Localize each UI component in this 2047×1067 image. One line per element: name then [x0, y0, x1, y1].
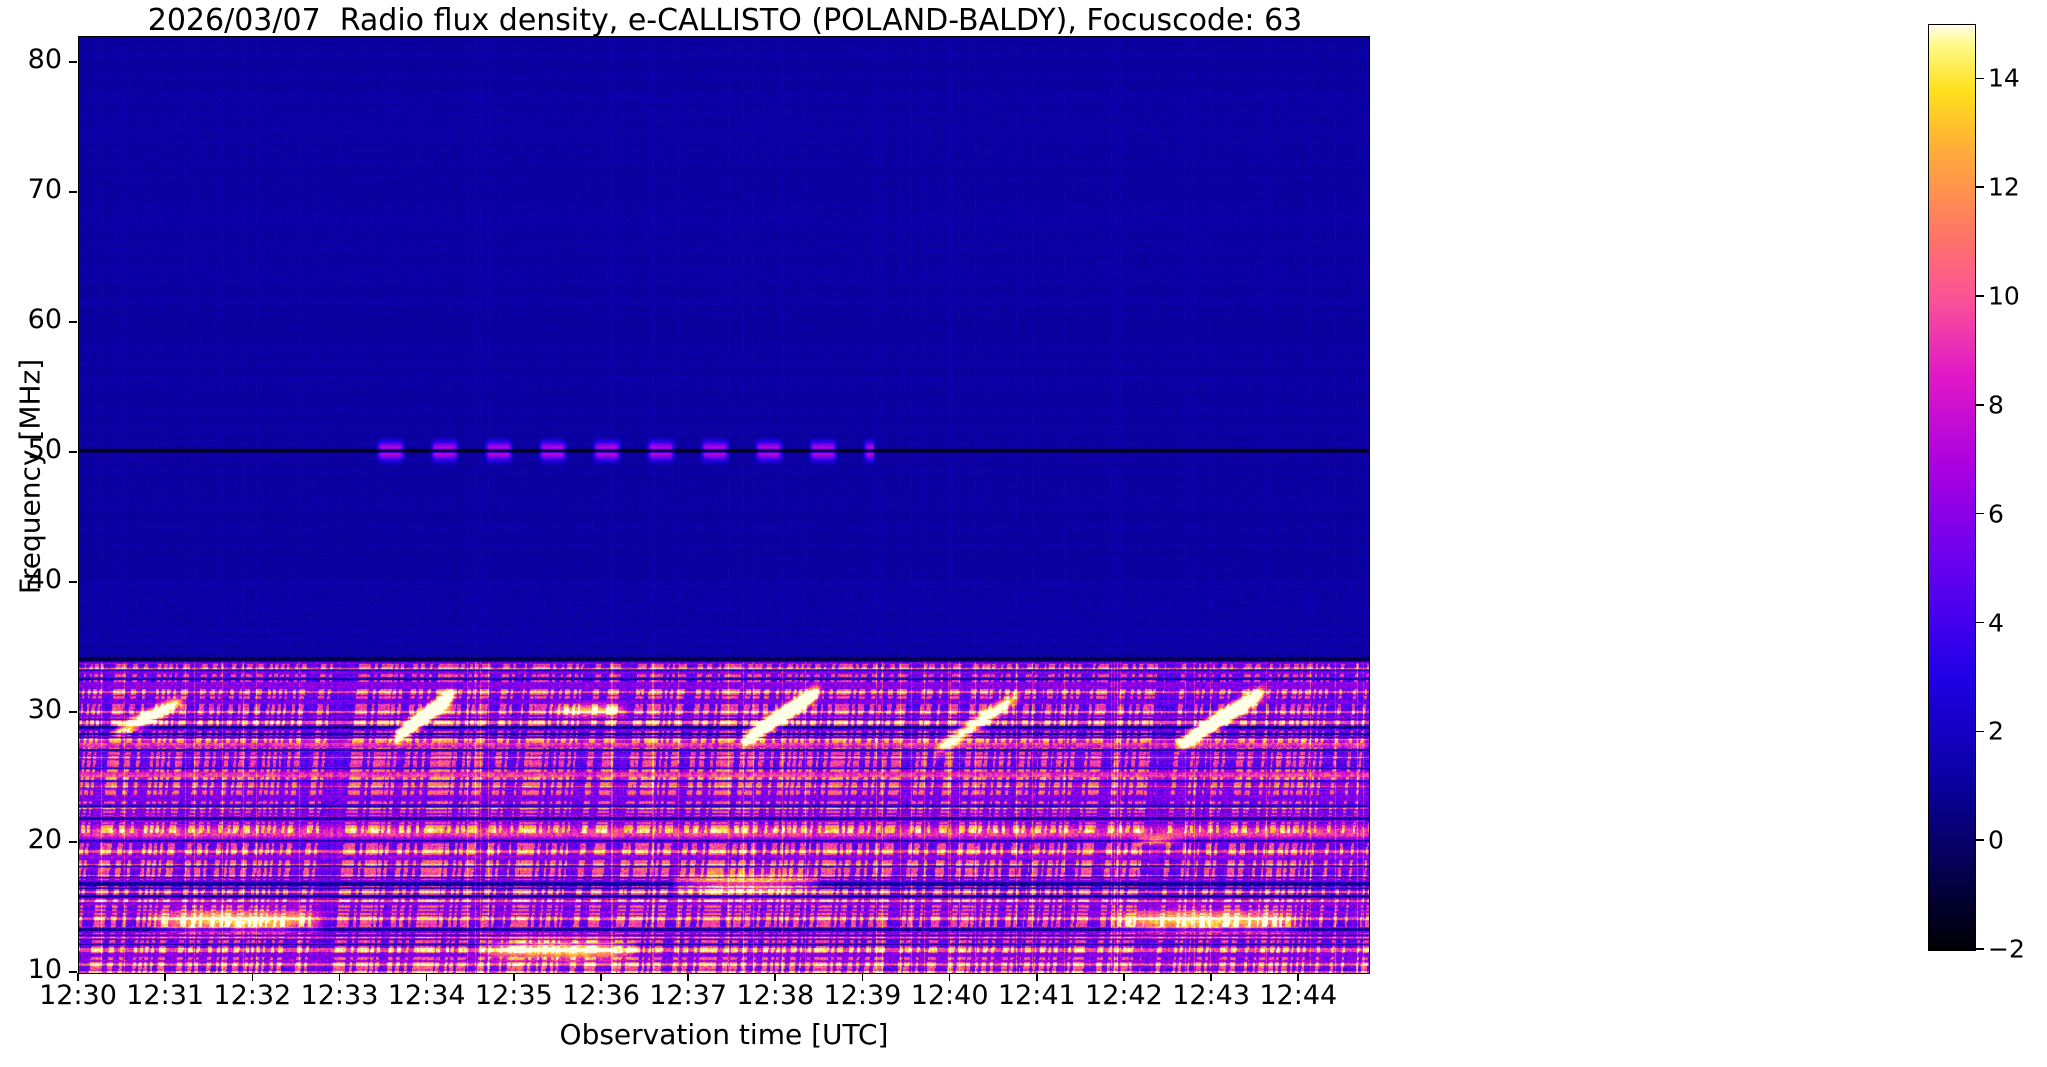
colorbar-tick-mark: [1976, 621, 1984, 624]
x-tick-label-12-38: 12:38: [736, 980, 815, 1011]
colorbar-tick-label: 12: [1988, 172, 2020, 202]
spectrogram-canvas[interactable]: [79, 37, 1369, 973]
x-tick-label-12-36: 12:36: [562, 980, 640, 1011]
page-title: 2026/03/07 Radio flux density, e-CALLIST…: [147, 3, 1303, 38]
y-tick-mark: [69, 191, 77, 193]
y-tick-label-70: 70: [27, 174, 62, 205]
x-tick-label-12-39: 12:39: [823, 980, 902, 1011]
colorbar-tick-mark: [1976, 730, 1984, 733]
y-tick-label-10: 10: [27, 954, 62, 985]
colorbar-tick-mark: [1976, 839, 1984, 841]
x-tick-label-12-44: 12:44: [1259, 980, 1338, 1011]
y-tick-label-40: 40: [27, 564, 62, 595]
y-tick-label-80: 80: [27, 44, 62, 75]
x-tick-label-12-32: 12:32: [213, 980, 292, 1011]
colorbar[interactable]: [1928, 24, 1976, 951]
colorbar-tick-mark: [1976, 512, 1984, 515]
x-tick-label-12-35: 12:35: [474, 980, 553, 1011]
y-tick-label-20: 20: [27, 824, 62, 855]
x-tick-mark: [1123, 973, 1125, 981]
spectrogram-plot-area[interactable]: [78, 36, 1370, 974]
colorbar-canvas: [1929, 25, 1975, 950]
y-tick-mark: [69, 971, 77, 973]
x-tick-mark: [425, 973, 428, 981]
y-tick-mark: [69, 451, 77, 453]
y-tick-mark: [69, 841, 77, 843]
y-axis-label: Frequency [MHz]: [13, 358, 47, 595]
x-tick-label-12-34: 12:34: [387, 980, 466, 1011]
y-tick-mark: [69, 61, 77, 63]
x-tick-mark: [774, 973, 777, 981]
x-tick-mark: [1210, 973, 1212, 981]
x-tick-mark: [77, 973, 79, 981]
colorbar-tick-label: 6: [1988, 499, 2004, 529]
colorbar-tick-mark: [1976, 295, 1984, 297]
y-tick-mark: [69, 321, 77, 323]
x-tick-label-12-37: 12:37: [649, 980, 728, 1011]
colorbar-tick-label: −2: [1988, 934, 2025, 964]
x-tick-label-12-40: 12:40: [910, 980, 989, 1011]
colorbar-tick-label: 0: [1988, 825, 2004, 855]
x-tick-label-12-31: 12:31: [126, 980, 205, 1011]
x-tick-mark: [687, 973, 689, 981]
x-tick-mark: [1035, 973, 1038, 981]
x-tick-mark: [948, 973, 951, 981]
colorbar-tick-label: 10: [1988, 281, 2020, 311]
x-axis-label: Observation time [UTC]: [559, 1018, 889, 1051]
x-tick-mark: [1297, 973, 1300, 981]
colorbar-tick-label: 2: [1988, 716, 2004, 746]
x-tick-mark: [251, 973, 254, 981]
x-tick-mark: [861, 973, 864, 981]
x-tick-label-12-30: 12:30: [39, 980, 117, 1011]
x-tick-mark: [338, 973, 341, 981]
x-tick-label-12-33: 12:33: [300, 980, 379, 1011]
y-tick-label-30: 30: [27, 694, 62, 725]
x-tick-label-12-42: 12:42: [1085, 980, 1163, 1011]
colorbar-tick-mark: [1976, 948, 1984, 950]
colorbar-tick-label: 8: [1988, 390, 2004, 420]
colorbar-tick-mark: [1976, 186, 1984, 189]
colorbar-tick-mark: [1976, 77, 1984, 80]
y-tick-mark: [69, 711, 77, 713]
x-tick-mark: [600, 973, 602, 981]
colorbar-tick-mark: [1976, 404, 1984, 406]
y-tick-label-50: 50: [27, 434, 62, 465]
colorbar-tick-label: 14: [1988, 63, 2020, 93]
x-tick-mark: [513, 973, 515, 981]
y-tick-label-60: 60: [27, 304, 62, 335]
x-tick-label-12-41: 12:41: [997, 980, 1076, 1011]
x-tick-mark: [164, 973, 166, 981]
y-tick-mark: [69, 581, 77, 583]
x-tick-label-12-43: 12:43: [1172, 980, 1250, 1011]
colorbar-tick-label: 4: [1988, 608, 2004, 638]
